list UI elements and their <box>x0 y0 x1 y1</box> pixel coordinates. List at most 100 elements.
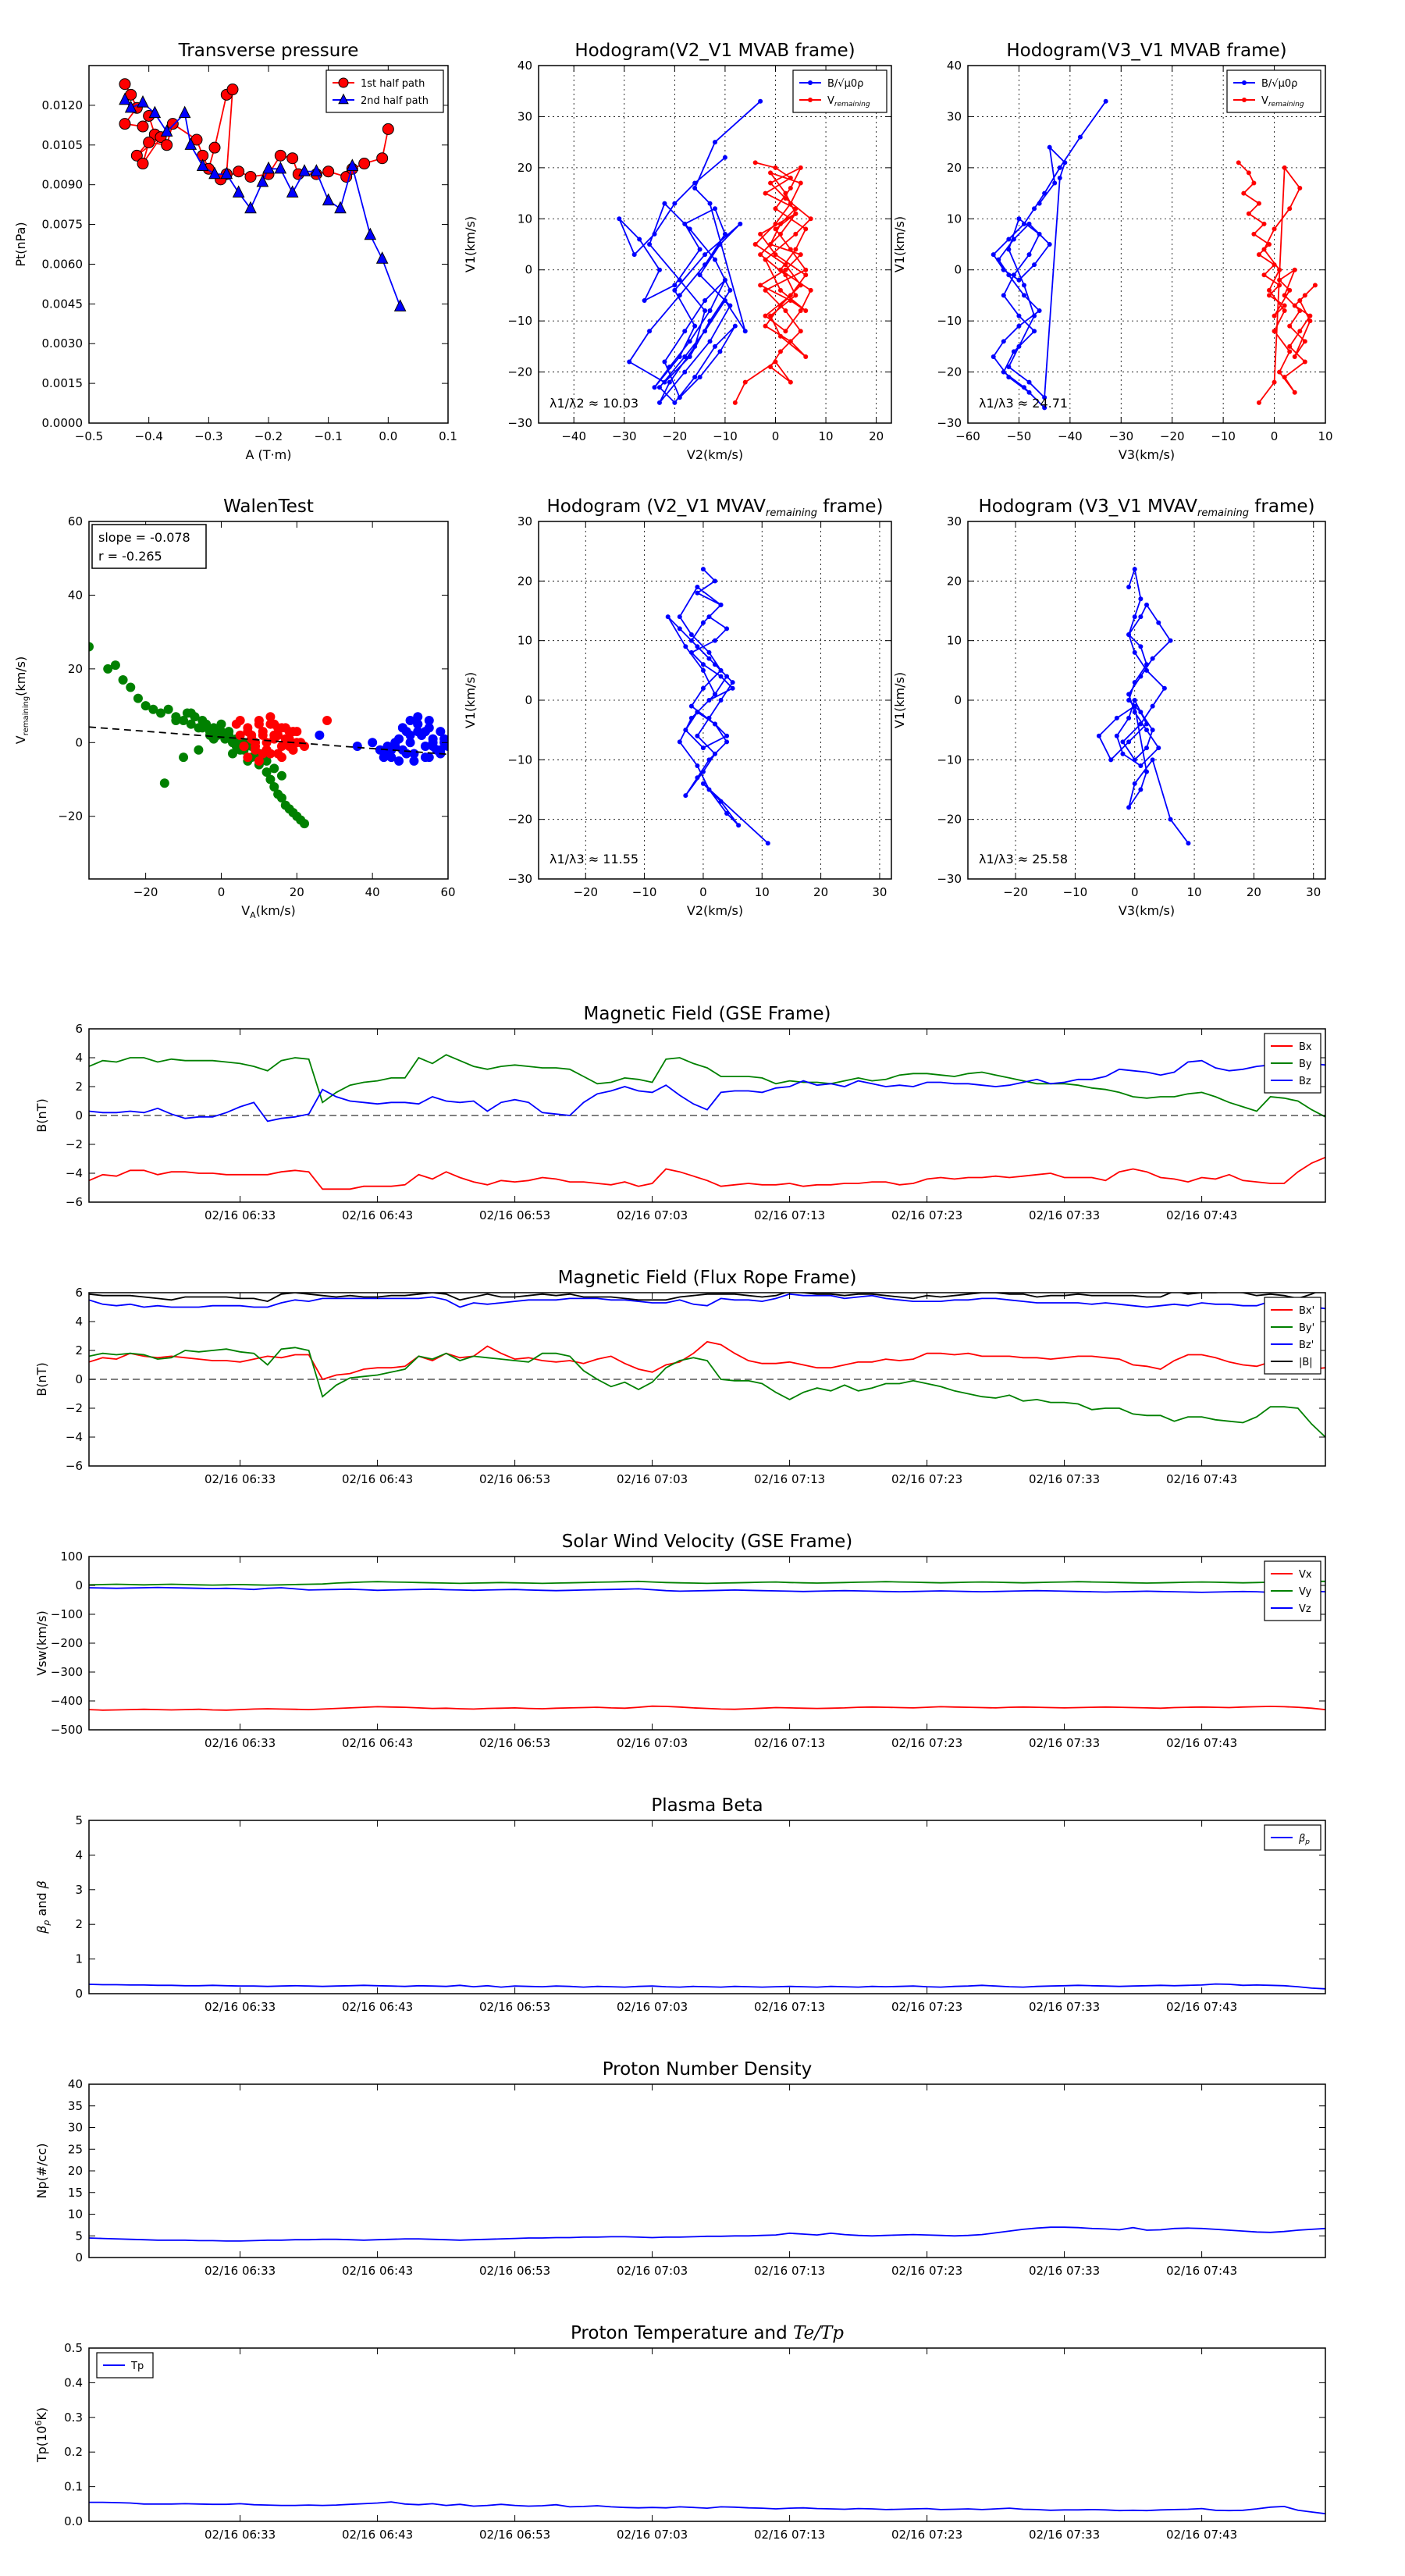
data-point <box>197 723 208 733</box>
ylabel-part: Tp(10 <box>34 2426 49 2464</box>
x-axis-label: V3(km/s) <box>1119 903 1175 918</box>
data-point <box>682 329 688 334</box>
legend: 1st half path 2nd half path <box>325 69 444 113</box>
legend: Bx By Bz <box>1264 1033 1321 1094</box>
x-tick-label: 02/16 07:13 <box>754 1472 825 1486</box>
legend-marker <box>1242 80 1247 85</box>
legend-marker <box>338 77 349 88</box>
data-point <box>706 656 712 661</box>
x-tick-label: 02/16 07:33 <box>1029 1208 1100 1222</box>
x-tick-label: 02/16 06:53 <box>479 2264 550 2278</box>
x-tick-label: −0.3 <box>194 429 222 443</box>
data-point <box>137 120 149 133</box>
data-point <box>1042 190 1048 196</box>
x-tick-label: 02/16 07:13 <box>754 2264 825 2278</box>
data-point <box>1021 293 1026 298</box>
data-point <box>1297 329 1303 334</box>
data-point <box>405 738 415 748</box>
data-point <box>243 753 253 763</box>
x-tick-label: 02/16 07:23 <box>891 2528 962 2542</box>
data-point <box>119 92 131 105</box>
x-tick-label: 20 <box>869 429 884 443</box>
y-tick-label: −2 <box>66 1137 83 1151</box>
data-point <box>1011 237 1016 242</box>
data-point <box>232 185 245 197</box>
y-tick-label: 0 <box>954 693 962 707</box>
data-point <box>1042 395 1048 400</box>
data-point <box>1307 313 1313 318</box>
data-point <box>119 78 131 91</box>
data-point <box>1126 584 1132 589</box>
data-point <box>143 136 155 148</box>
data-point <box>1021 221 1026 226</box>
legend: βp <box>1264 1824 1321 1851</box>
legend-marker <box>338 93 349 105</box>
y-tick-label: 3 <box>75 1883 83 1897</box>
data-point <box>258 730 268 740</box>
data-point <box>803 354 809 359</box>
data-point <box>156 708 165 718</box>
x-tick-label: −0.4 <box>134 429 162 443</box>
data-point <box>265 774 276 785</box>
data-point <box>386 753 397 763</box>
data-point <box>1016 216 1022 222</box>
data-point <box>1021 385 1026 390</box>
data-point <box>688 703 694 709</box>
data-point <box>763 190 768 196</box>
data-point <box>677 739 682 745</box>
data-point <box>697 272 702 278</box>
x-axis-label: V2(km/s) <box>687 903 743 918</box>
y-tick-label: 10 <box>947 634 962 648</box>
y-tick-label: −6 <box>66 1195 83 1209</box>
data-point <box>1292 303 1297 308</box>
data-point <box>1037 308 1042 314</box>
data-point <box>803 272 809 278</box>
x-tick-label: 02/16 07:03 <box>617 1472 688 1486</box>
data-point <box>194 745 204 755</box>
data-point <box>713 578 717 584</box>
data-point <box>1132 649 1137 655</box>
data-point <box>334 201 347 214</box>
data-point <box>269 730 279 740</box>
series-line-1 <box>89 1054 1325 1118</box>
data-point <box>752 242 758 247</box>
data-point <box>244 201 257 214</box>
axes-frame <box>88 2083 1326 2258</box>
data-point <box>1287 323 1293 329</box>
data-point <box>375 251 389 264</box>
data-point <box>274 149 286 162</box>
data-point <box>420 727 430 737</box>
ylabel-sub: p <box>41 1920 52 1927</box>
data-point <box>1261 272 1267 278</box>
x-tick-label: 02/16 06:33 <box>205 2000 276 2014</box>
data-point <box>652 231 657 237</box>
series-line-0 <box>89 1340 1325 1381</box>
data-point <box>276 723 286 733</box>
x-tick-label: 20 <box>290 885 304 899</box>
x-tick-label: 02/16 07:03 <box>617 2528 688 2542</box>
y-tick-label: 4 <box>75 1315 83 1329</box>
data-point <box>692 323 698 329</box>
x-tick-label: 02/16 07:43 <box>1166 2000 1237 2014</box>
y-tick-label: 25 <box>68 2142 83 2156</box>
data-point <box>637 237 642 242</box>
data-point <box>672 201 678 206</box>
y-tick-label: 100 <box>60 1550 83 1564</box>
y-tick-label: 40 <box>68 588 83 602</box>
data-point <box>118 675 128 685</box>
x-tick-label: 02/16 06:53 <box>479 1736 550 1750</box>
data-point <box>758 231 763 237</box>
data-point <box>160 124 173 137</box>
legend-label: Bx <box>1299 1041 1312 1053</box>
data-point <box>1032 206 1037 212</box>
data-point <box>1011 272 1016 278</box>
data-point <box>439 734 448 744</box>
data-point <box>1006 237 1012 242</box>
data-point <box>276 793 286 803</box>
data-point <box>1114 715 1119 720</box>
data-point <box>261 767 272 777</box>
data-point <box>1272 262 1277 268</box>
data-point <box>695 644 700 649</box>
x-tick-label: 02/16 07:33 <box>1029 2528 1100 2542</box>
y-tick-label: 6 <box>75 1286 83 1300</box>
